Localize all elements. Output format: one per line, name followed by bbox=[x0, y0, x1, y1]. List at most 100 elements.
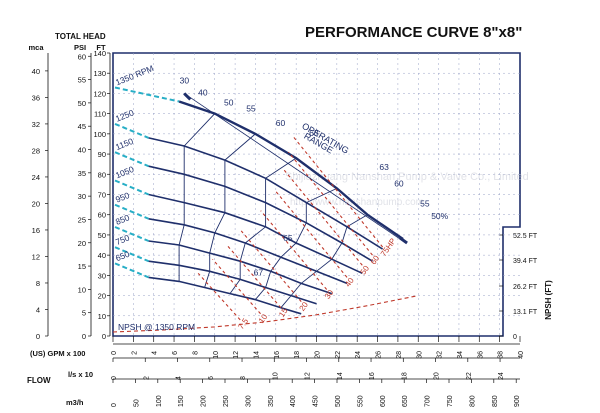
ft-tick-label: 20 bbox=[98, 292, 106, 301]
chart-title: PERFORMANCE CURVE 8"x8" bbox=[305, 24, 522, 41]
mca-tick-label: 32 bbox=[32, 120, 40, 129]
gpm-tick-label: 36 bbox=[477, 351, 484, 359]
npsh-tick-label: 52.5 FT bbox=[513, 233, 538, 240]
power-line bbox=[292, 135, 384, 248]
efficiency-label: 55 bbox=[420, 199, 430, 209]
gpm-tick-label: 24 bbox=[355, 351, 362, 359]
speed-label: 850 bbox=[114, 212, 131, 227]
efficiency-label: 50 bbox=[224, 98, 234, 108]
efficiency-label: 60 bbox=[276, 118, 286, 128]
psi-tick-label: 55 bbox=[78, 76, 86, 85]
power-line bbox=[197, 272, 241, 321]
ft-tick-label: 50 bbox=[98, 231, 106, 240]
ft-tick-label: 40 bbox=[98, 251, 106, 260]
ls-tick-label: 6 bbox=[208, 376, 215, 380]
ls-tick-label: 0 bbox=[111, 376, 118, 380]
axes-layer: 0481216202428323640051015202530354045505… bbox=[32, 49, 538, 407]
speed-lead-line bbox=[114, 151, 149, 168]
power-line bbox=[283, 169, 363, 266]
flow-axis-title: FLOW bbox=[27, 376, 51, 385]
gpm-axis-label: (US) GPM x 100 bbox=[30, 349, 85, 358]
power-line bbox=[274, 190, 348, 278]
ls-tick-label: 10 bbox=[272, 372, 279, 380]
ft-tick-label: 0 bbox=[102, 332, 106, 341]
power-line bbox=[288, 151, 373, 256]
efficiency-line bbox=[229, 157, 297, 294]
npsh-curve-label: NPSH @ 1350 RPM bbox=[118, 322, 195, 332]
gpm-tick-label: 18 bbox=[294, 351, 301, 359]
efficiency-line bbox=[178, 113, 216, 282]
ft-tick-label: 90 bbox=[98, 150, 106, 159]
m3h-axis-label: m3/h bbox=[66, 398, 84, 407]
efficiency-label: 60 bbox=[394, 178, 404, 188]
gpm-tick-label: 28 bbox=[396, 351, 403, 359]
mca-tick-label: 16 bbox=[32, 226, 40, 235]
mca-tick-label: 12 bbox=[32, 252, 40, 261]
gpm-tick-label: 16 bbox=[274, 351, 281, 359]
psi-tick-label: 40 bbox=[78, 146, 86, 155]
power-line bbox=[226, 244, 282, 309]
gpm-tick-label: 40 bbox=[518, 351, 525, 359]
speed-label: 750 bbox=[114, 232, 131, 247]
speed-lead-line bbox=[114, 86, 180, 103]
psi-tick-label: 5 bbox=[82, 309, 86, 318]
m3h-tick-label: 250 bbox=[223, 395, 230, 407]
watermark-line-2: http://www.nanshanpump.com bbox=[290, 197, 424, 208]
gpm-tick-label: 14 bbox=[253, 351, 260, 359]
speed-label: 1050 bbox=[114, 164, 136, 180]
m3h-tick-label: 300 bbox=[245, 395, 252, 407]
mca-tick-label: 8 bbox=[36, 279, 40, 288]
power-line bbox=[260, 210, 328, 290]
efficiency-line bbox=[280, 214, 368, 308]
ft-tick-label: 100 bbox=[93, 130, 106, 139]
ft-tick-label: 80 bbox=[98, 170, 106, 179]
ft-tick-label: 30 bbox=[98, 271, 106, 280]
efficiency-line bbox=[255, 187, 338, 300]
power-label: 40 bbox=[343, 276, 356, 289]
npsh-axis-label: NPSH (FT) bbox=[544, 280, 553, 320]
ls-tick-label: 2 bbox=[143, 376, 150, 380]
ft-tick-label: 70 bbox=[98, 191, 106, 200]
m3h-tick-label: 350 bbox=[268, 395, 275, 407]
power-line bbox=[212, 258, 261, 315]
ft-tick-label: 60 bbox=[98, 211, 106, 220]
gpm-tick-label: 20 bbox=[315, 351, 322, 359]
psi-tick-label: 0 bbox=[82, 332, 86, 341]
ls-tick-label: 20 bbox=[434, 372, 441, 380]
gpm-tick-label: 2 bbox=[131, 351, 138, 355]
gpm-tick-label: 34 bbox=[457, 351, 464, 359]
watermark-layer: Shijiazhuang Nanshan Pump & Valve Co., L… bbox=[285, 171, 529, 208]
m3h-tick-label: 600 bbox=[380, 395, 387, 407]
gpm-tick-label: 12 bbox=[233, 351, 240, 359]
speed-lead-line bbox=[114, 179, 149, 196]
efficiency-line bbox=[204, 133, 256, 288]
m3h-tick-label: 700 bbox=[425, 395, 432, 407]
ls-tick-label: 12 bbox=[305, 372, 312, 380]
psi-tick-label: 30 bbox=[78, 192, 86, 201]
head-axis-title: TOTAL HEAD bbox=[55, 32, 106, 41]
m3h-tick-label: 200 bbox=[201, 395, 208, 407]
speed-lead-line bbox=[114, 246, 149, 263]
m3h-tick-label: 650 bbox=[402, 395, 409, 407]
m3h-tick-label: 500 bbox=[335, 395, 342, 407]
mca-axis-label: mca bbox=[28, 43, 44, 52]
gpm-tick-label: 4 bbox=[152, 351, 159, 355]
psi-tick-label: 10 bbox=[78, 285, 86, 294]
efficiency-label: 55 bbox=[246, 104, 256, 114]
speed-curve-750 bbox=[148, 260, 317, 305]
efficiency-label: 40 bbox=[198, 87, 208, 97]
efficiency-label: 63 bbox=[379, 162, 389, 172]
npsh-tick-label: 13.1 FT bbox=[513, 309, 538, 316]
gpm-tick-label: 8 bbox=[192, 351, 199, 355]
npsh-tick-label: 39.4 FT bbox=[513, 258, 538, 265]
psi-tick-label: 20 bbox=[78, 239, 86, 248]
psi-tick-label: 45 bbox=[78, 122, 86, 131]
speed-label: 1250 bbox=[114, 107, 136, 123]
speed-label: 1350 RPM bbox=[114, 63, 155, 87]
ls-tick-label: 22 bbox=[466, 372, 473, 380]
ft-tick-label: 110 bbox=[94, 110, 106, 119]
npsh-curve bbox=[112, 295, 419, 333]
m3h-tick-label: 850 bbox=[492, 395, 499, 407]
npsh-tick-label: 0 bbox=[513, 334, 517, 341]
